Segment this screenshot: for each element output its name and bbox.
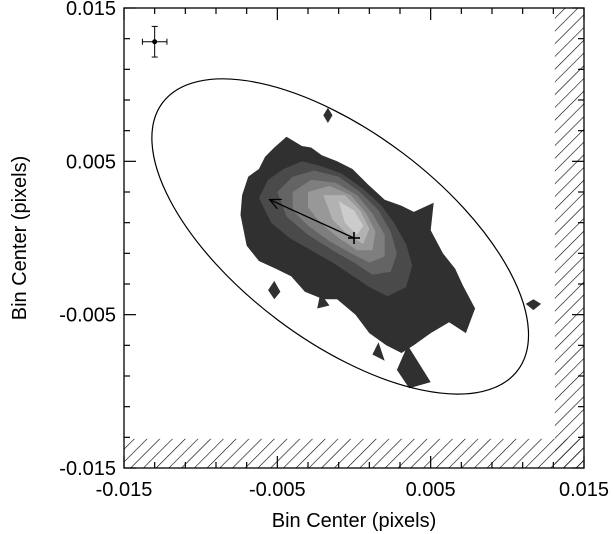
x-axis-title: Bin Center (pixels) [272,510,437,532]
contour-island [323,107,333,123]
hatched-exclusion-bottom [124,438,584,468]
y-tick-label: -0.005 [59,305,116,327]
contour-island [268,280,281,300]
contour-levels [240,136,476,353]
x-tick-label: 0.005 [406,479,456,501]
y-axis-ticks: -0.015 -0.005 0.005 0.015 [59,0,584,480]
error-ellipse [151,78,530,395]
contour-island [396,345,431,389]
y-axis-title: Bin Center (pixels) [9,156,31,321]
contour-island [317,293,330,309]
contour-islands [268,107,542,389]
y-tick-label: 0.005 [66,151,116,173]
x-axis-ticks: -0.015 -0.005 0.005 0.015 [96,8,609,501]
error-bar-point [152,39,158,45]
contour-level-7 [338,201,364,235]
contour-island [372,342,385,361]
hatched-exclusion-right [554,8,584,468]
contour-island [525,299,542,311]
centroid-marker [348,232,360,244]
direction-arrowhead [268,198,282,210]
direction-vector [268,198,355,239]
y-tick-label: -0.015 [59,458,116,480]
direction-vector-line [269,199,355,239]
x-tick-label: -0.015 [96,479,153,501]
error-bar-marker [141,25,168,58]
y-tick-label: 0.015 [66,0,116,20]
x-tick-label: 0.015 [559,479,609,501]
x-tick-label: -0.005 [249,479,306,501]
